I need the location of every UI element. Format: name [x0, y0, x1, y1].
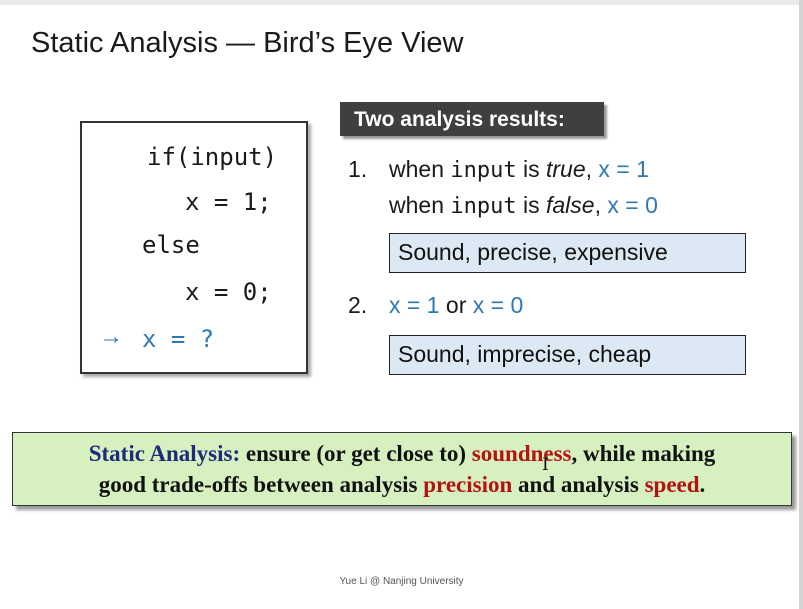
- results-header: Two analysis results:: [340, 102, 604, 136]
- slide-title: Static Analysis — Bird’s Eye View: [31, 27, 464, 59]
- code-result-question: x = ?: [142, 325, 215, 353]
- callout-sound-imprecise: Sound, imprecise, cheap: [389, 335, 746, 375]
- item2-number: 2.: [348, 292, 368, 318]
- text-is: is: [516, 192, 546, 218]
- callout-sound-precise: Sound, precise, expensive: [389, 233, 746, 273]
- result-x-1: x = 1: [389, 292, 440, 318]
- text-or: or: [439, 292, 473, 318]
- code-line-assign-0: x = 0;: [185, 278, 272, 306]
- value-true: true: [546, 156, 586, 182]
- window-top-edge: [0, 0, 803, 5]
- keyword-precision: precision: [423, 472, 513, 497]
- separator: ,: [585, 156, 599, 182]
- keyword-soundness: soundness: [471, 441, 572, 466]
- slide-footer: Yue Li @ Nanjing University: [339, 576, 464, 587]
- text-when: when: [389, 192, 451, 218]
- text-cursor-icon: I: [542, 455, 549, 475]
- summary-label: Static Analysis:: [88, 441, 241, 466]
- code-input: input: [450, 158, 517, 183]
- right-arrow-icon: →: [99, 323, 123, 350]
- window-right-edge: [799, 0, 803, 609]
- code-line-if: if(input): [147, 143, 278, 171]
- code-line-else: else: [142, 231, 200, 259]
- summary-text: .: [699, 472, 706, 497]
- keyword-speed: speed: [644, 472, 700, 497]
- item2-line: x = 1 or x = 0: [389, 292, 523, 319]
- value-false: false: [546, 192, 595, 218]
- code-input: input: [450, 194, 517, 219]
- result-x-1: x = 1: [598, 156, 649, 182]
- summary-text: and analysis: [512, 472, 645, 497]
- item1-number: 1.: [348, 156, 368, 182]
- summary-text: good trade-offs between analysis: [98, 472, 424, 497]
- summary-line-2: good trade-offs between analysis precisi…: [13, 469, 791, 500]
- summary-text: , while making: [571, 441, 716, 466]
- summary-text: ensure (or get close to): [240, 441, 472, 466]
- result-x-0: x = 0: [472, 292, 524, 318]
- result-x-0: x = 0: [607, 192, 658, 218]
- text-when: when: [389, 156, 451, 182]
- summary-line-1: Static Analysis: ensure (or get close to…: [13, 438, 791, 469]
- code-line-assign-1: x = 1;: [185, 188, 272, 216]
- summary-banner: Static Analysis: ensure (or get close to…: [12, 432, 792, 506]
- item1-line1: when input is true, x = 1: [389, 156, 649, 183]
- code-snippet-box: if(input) x = 1; else x = 0; → x = ?: [80, 121, 308, 374]
- text-is: is: [516, 156, 546, 182]
- separator: ,: [594, 192, 608, 218]
- item1-line2: when input is false, x = 0: [389, 192, 658, 219]
